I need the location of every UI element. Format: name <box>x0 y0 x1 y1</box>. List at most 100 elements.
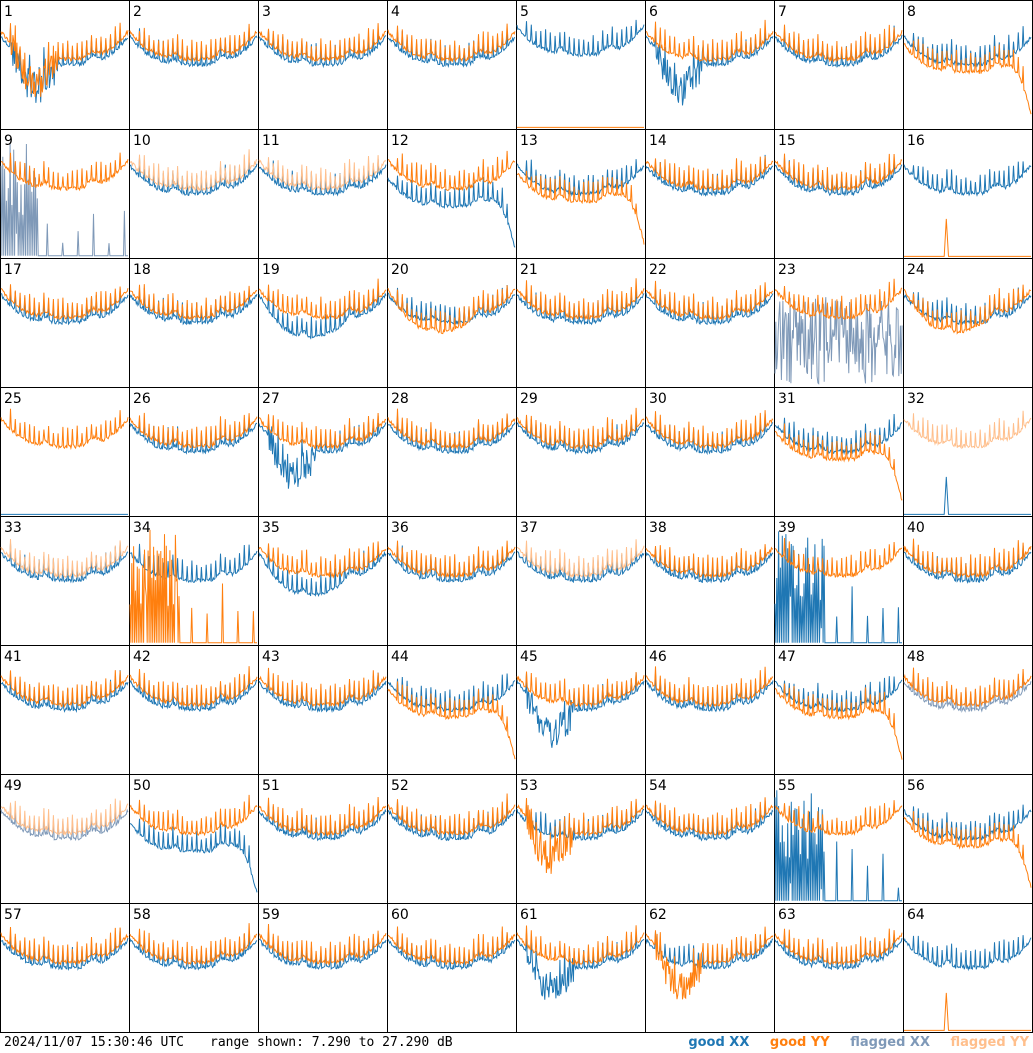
good-xx-line <box>129 417 258 455</box>
panel-18: 18 <box>129 258 259 388</box>
panel-3: 3 <box>258 0 388 130</box>
panel-number-label: 1 <box>4 4 13 20</box>
legend-flagged-yy: flagged YY <box>950 1035 1030 1050</box>
panel-number-label: 59 <box>262 907 280 923</box>
good-yy-line <box>0 670 129 708</box>
panel-number-label: 54 <box>649 778 667 794</box>
legend-good-xx: good XX <box>688 1035 750 1050</box>
panel-14: 14 <box>645 129 775 259</box>
good-yy-line <box>774 537 903 579</box>
panel-47: 47 <box>774 645 904 775</box>
panel-number-label: 57 <box>4 907 22 923</box>
good-xx-line <box>129 27 258 68</box>
flagged-yy-line <box>903 410 1032 450</box>
panel-2: 2 <box>129 0 259 130</box>
flagged-yy-line <box>129 149 258 192</box>
good-yy-line <box>387 150 516 192</box>
good-xx-line <box>258 672 387 714</box>
panel-number-label: 10 <box>133 133 151 149</box>
good-xx-line <box>258 415 387 489</box>
good-yy-line <box>904 218 1031 257</box>
good-xx-line <box>516 549 645 584</box>
panel-4: 4 <box>387 0 517 130</box>
good-yy-line <box>0 408 129 451</box>
panel-12: 12 <box>387 129 517 259</box>
good-yy-line <box>516 671 645 708</box>
panel-41: 41 <box>0 645 130 775</box>
panel-number-label: 39 <box>778 520 796 536</box>
panel-number-label: 8 <box>907 4 916 20</box>
good-yy-line <box>387 285 516 335</box>
panel-16: 16 <box>903 129 1033 259</box>
good-yy-line <box>258 541 387 579</box>
panel-60: 60 <box>387 903 517 1033</box>
panel-64: 64 <box>903 903 1033 1033</box>
panel-7: 7 <box>774 0 904 130</box>
panel-5: 5 <box>516 0 646 130</box>
panel-number-label: 35 <box>262 520 280 536</box>
panel-22: 22 <box>645 258 775 388</box>
panel-34: 34 <box>129 516 259 646</box>
panel-number-label: 58 <box>133 907 151 923</box>
good-yy-line <box>258 796 387 837</box>
panel-49: 49 <box>0 774 130 904</box>
panel-number-label: 19 <box>262 262 280 278</box>
panel-57: 57 <box>0 903 130 1033</box>
good-xx-line <box>387 931 516 971</box>
panel-number-label: 41 <box>4 649 22 665</box>
panel-number-label: 49 <box>4 778 22 794</box>
good-yy-line <box>0 284 129 320</box>
panel-33: 33 <box>0 516 130 646</box>
panel-number-label: 33 <box>4 520 22 536</box>
good-yy-line <box>903 667 1032 708</box>
good-yy-line <box>645 666 774 708</box>
panel-11: 11 <box>258 129 388 259</box>
panel-border <box>774 0 904 130</box>
panel-29: 29 <box>516 387 646 517</box>
good-yy-line <box>774 278 903 321</box>
good-yy-line <box>129 923 258 966</box>
panel-number-label: 37 <box>520 520 538 536</box>
flagged-xx-line <box>0 804 129 842</box>
good-xx-line <box>0 288 129 326</box>
panel-19: 19 <box>258 258 388 388</box>
good-xx-line <box>0 928 129 971</box>
good-xx-line <box>645 673 774 713</box>
panel-55: 55 <box>774 774 904 904</box>
panel-number-label: 63 <box>778 907 796 923</box>
flagged-yy-line <box>516 539 645 578</box>
panel-56: 56 <box>903 774 1033 904</box>
good-yy-line <box>258 23 387 62</box>
good-yy-line <box>774 24 903 63</box>
good-xx-line <box>774 676 903 713</box>
panel-number-label: 26 <box>133 391 151 407</box>
panel-number-label: 61 <box>520 907 538 923</box>
panel-number-label: 2 <box>133 4 142 20</box>
good-yy-line <box>387 793 516 836</box>
good-yy-line <box>774 423 903 501</box>
panel-36: 36 <box>387 516 517 646</box>
panel-number-label: 44 <box>391 649 409 665</box>
panel-62: 62 <box>645 903 775 1033</box>
good-xx-line <box>258 287 387 340</box>
panel-38: 38 <box>645 516 775 646</box>
panel-31: 31 <box>774 387 904 517</box>
panel-58: 58 <box>129 903 259 1033</box>
good-xx-line <box>645 800 774 842</box>
panel-number-label: 27 <box>262 391 280 407</box>
panel-border <box>387 0 517 130</box>
panel-44: 44 <box>387 645 517 775</box>
panel-number-label: 55 <box>778 778 796 794</box>
good-xx-line <box>387 175 516 248</box>
good-yy-line <box>904 992 1031 1031</box>
good-xx-line <box>0 670 129 714</box>
panel-30: 30 <box>645 387 775 517</box>
good-yy-line <box>516 278 645 321</box>
panel-50: 50 <box>129 774 259 904</box>
good-yy-line <box>387 540 516 579</box>
legend-good-yy: good YY <box>769 1035 830 1050</box>
panel-number-label: 52 <box>391 778 409 794</box>
good-xx-line <box>129 288 258 326</box>
panel-number-label: 43 <box>262 649 280 665</box>
good-xx-line <box>903 161 1032 197</box>
